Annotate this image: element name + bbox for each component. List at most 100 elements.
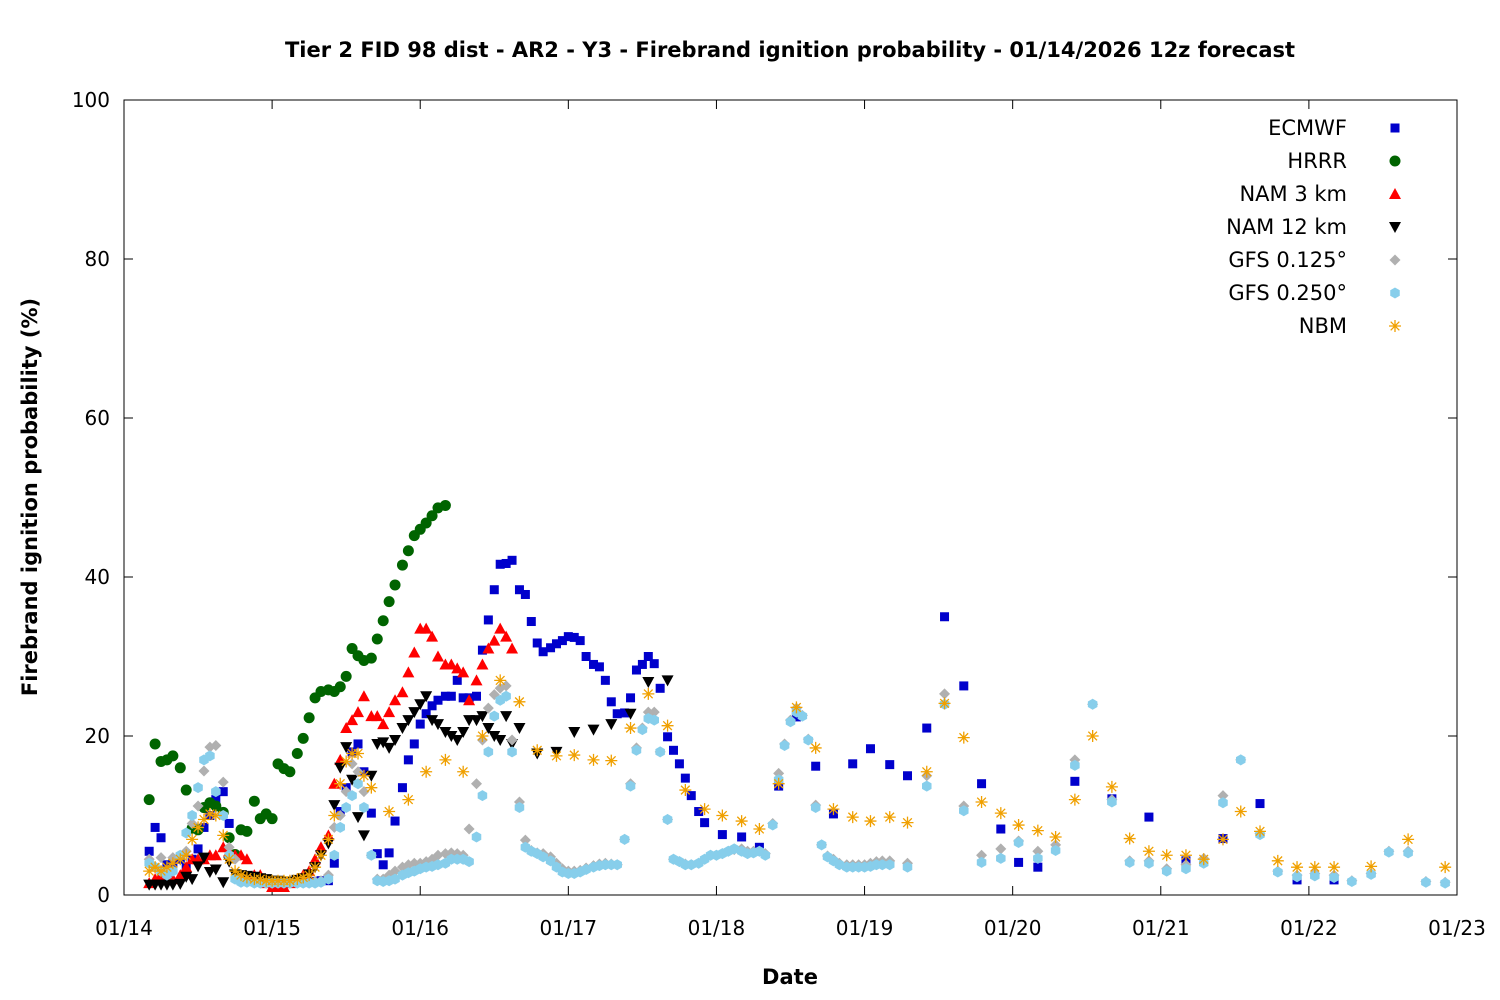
data-point-gfs-0-250 xyxy=(884,859,895,871)
data-point-nbm xyxy=(217,829,230,842)
data-point-nbm xyxy=(661,719,674,732)
data-point-nbm xyxy=(883,811,896,824)
legend-marker-hrrr xyxy=(1389,155,1401,167)
data-point-gfs-0-250 xyxy=(760,849,771,861)
data-point-gfs-0-250 xyxy=(662,813,673,825)
data-point-nam-12-km xyxy=(197,852,210,864)
data-point-ecmwf xyxy=(700,818,710,828)
data-point-nam-12-km xyxy=(192,861,205,873)
data-point-ecmwf xyxy=(737,832,747,842)
legend-label-gfs-0-125: GFS 0.125° xyxy=(1228,248,1347,272)
data-point-gfs-0-250 xyxy=(335,821,346,833)
data-point-ecmwf xyxy=(440,691,450,701)
data-point-gfs-0-250 xyxy=(329,849,340,861)
data-point-nbm xyxy=(587,753,600,766)
data-point-ecmwf xyxy=(353,739,363,749)
x-tick-label: 01/18 xyxy=(688,916,746,940)
data-point-gfs-0-125 xyxy=(217,776,229,788)
data-point-ecmwf xyxy=(1144,812,1154,822)
data-point-nbm xyxy=(328,809,341,822)
data-point-ecmwf xyxy=(489,585,499,595)
data-point-gfs-0-250 xyxy=(816,839,827,851)
data-point-nbm xyxy=(864,815,877,828)
data-point-nbm xyxy=(1365,860,1378,873)
y-tick-label: 0 xyxy=(97,883,110,907)
data-point-gfs-0-250 xyxy=(538,851,548,863)
data-point-nbm xyxy=(975,795,988,808)
data-point-nam-12-km xyxy=(377,737,390,749)
data-point-nbm xyxy=(357,769,370,782)
data-point-ecmwf xyxy=(977,779,987,789)
data-point-nbm xyxy=(235,869,248,882)
data-point-gfs-0-250 xyxy=(729,843,739,855)
data-point-gfs-0-250 xyxy=(625,780,636,792)
data-point-hrrr xyxy=(266,813,278,825)
data-point-nam-12-km xyxy=(340,742,353,754)
data-point-nbm xyxy=(365,781,378,794)
data-point-nbm xyxy=(174,853,187,866)
data-point-ecmwf xyxy=(1070,776,1080,786)
data-point-hrrr xyxy=(143,794,155,806)
data-point-nbm xyxy=(1291,861,1304,874)
data-point-nbm xyxy=(1123,832,1136,845)
data-point-ecmwf xyxy=(612,709,622,719)
data-point-nbm xyxy=(180,849,193,862)
data-point-nbm xyxy=(297,871,310,884)
data-point-nbm xyxy=(698,803,711,816)
data-point-nam-3-km xyxy=(334,753,347,765)
data-point-gfs-0-250 xyxy=(1144,857,1154,869)
data-point-gfs-0-250 xyxy=(922,780,932,792)
data-point-hrrr xyxy=(389,579,401,591)
data-point-ecmwf xyxy=(409,739,419,749)
data-point-nam-12-km xyxy=(439,727,452,739)
data-point-gfs-0-125 xyxy=(210,740,222,752)
data-point-gfs-0-125 xyxy=(471,778,483,790)
data-point-gfs-0-125 xyxy=(198,765,210,777)
data-point-nam-12-km xyxy=(357,830,370,842)
data-point-nbm xyxy=(1254,825,1267,838)
data-point-nbm xyxy=(1105,780,1118,793)
data-point-gfs-0-250 xyxy=(785,716,796,728)
legend-marker-nam-3-km xyxy=(1389,188,1401,199)
series-hrrr xyxy=(143,499,451,860)
data-point-nam-3-km xyxy=(420,622,433,634)
data-point-hrrr xyxy=(167,750,179,762)
data-point-ecmwf xyxy=(501,558,511,568)
data-point-nbm xyxy=(439,753,452,766)
data-point-gfs-0-250 xyxy=(1013,837,1024,849)
data-point-ecmwf xyxy=(694,807,704,817)
data-point-nbm xyxy=(254,873,267,886)
data-point-nam-12-km xyxy=(166,879,179,891)
data-point-nbm xyxy=(920,765,933,778)
data-point-nam-12-km xyxy=(482,723,495,735)
data-point-ecmwf xyxy=(637,659,647,669)
data-point-gfs-0-250 xyxy=(1218,797,1228,809)
data-point-ecmwf xyxy=(626,693,636,703)
data-point-gfs-0-250 xyxy=(1366,868,1376,880)
data-point-gfs-0-125 xyxy=(155,852,167,864)
data-point-nam-3-km xyxy=(426,630,439,642)
data-point-gfs-0-125 xyxy=(223,841,235,853)
data-point-ecmwf xyxy=(922,723,932,733)
data-point-nam-12-km xyxy=(328,800,341,812)
legend-label-nbm: NBM xyxy=(1299,314,1347,338)
data-point-ecmwf xyxy=(507,555,517,565)
data-point-ecmwf xyxy=(940,612,950,622)
data-point-nbm xyxy=(624,722,637,735)
data-point-ecmwf xyxy=(606,697,616,707)
data-point-gfs-0-125 xyxy=(1032,845,1044,857)
data-point-nbm xyxy=(494,674,507,687)
data-point-gfs-0-250 xyxy=(631,744,642,756)
data-point-hrrr xyxy=(303,712,315,724)
data-point-nbm xyxy=(1142,845,1155,858)
data-point-gfs-0-250 xyxy=(655,746,665,758)
legend-marker-nam-12-km xyxy=(1389,222,1401,233)
data-point-gfs-0-250 xyxy=(1384,846,1394,858)
data-point-ecmwf xyxy=(415,719,425,729)
data-point-ecmwf xyxy=(421,709,431,719)
data-point-nbm xyxy=(1049,830,1062,843)
data-point-nbm xyxy=(420,765,433,778)
y-tick-label: 100 xyxy=(72,88,110,112)
data-point-gfs-0-250 xyxy=(1161,865,1172,877)
